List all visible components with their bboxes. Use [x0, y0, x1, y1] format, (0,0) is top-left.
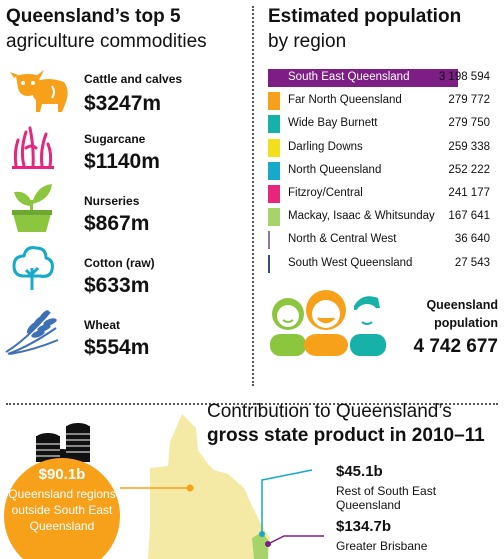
outside-seq-label-line3: Queensland — [29, 519, 95, 533]
region-row: North & Central West 36 640 — [268, 231, 494, 250]
commodity-value: $633m — [84, 274, 150, 297]
gsp-title-line1: Contribution to Queensland’s — [207, 401, 452, 422]
commodities-subtitle: agriculture commodities — [6, 31, 207, 52]
brisbane-label: Greater Brisbane — [336, 539, 428, 553]
region-name: South West Queensland — [288, 256, 413, 269]
region-color-swatch — [268, 208, 280, 227]
region-row: Darling Downs 259 338 — [268, 138, 494, 157]
brisbane-value: $134.7b — [336, 518, 392, 535]
section-divider — [6, 403, 498, 405]
region-row: Fitzroy/Central 241 177 — [268, 185, 494, 203]
region-color-swatch — [268, 185, 280, 203]
region-population: 241 177 — [448, 187, 490, 199]
commodity-name: Cattle and calves — [84, 72, 183, 86]
region-name: Mackay, Isaac & Whitsunday — [288, 210, 435, 223]
commodity-name: Wheat — [84, 318, 120, 332]
wheat-icon — [5, 310, 59, 355]
region-population: 36 640 — [454, 233, 490, 246]
region-population: 27 543 — [454, 256, 490, 269]
commodity-value: $3247m — [84, 92, 162, 115]
queensland-map — [148, 414, 270, 559]
gsp-title-line2: gross state product in 2010–11 — [207, 425, 485, 446]
region-name: South East Queensland — [288, 71, 410, 83]
commodity-value: $554m — [84, 336, 150, 359]
region-color-swatch — [268, 161, 280, 180]
outside-seq-value: $90.1b — [38, 466, 86, 483]
rest-seq-value: $45.1b — [336, 463, 383, 480]
region-row: South West Queensland 27 543 — [268, 254, 494, 273]
commodity-value: $1140m — [84, 150, 160, 173]
outside-seq-label-line1: Queensland regions — [8, 487, 116, 501]
region-color-swatch — [268, 254, 270, 273]
sugarcane-icon — [12, 126, 54, 169]
seq-region — [252, 532, 268, 559]
population-title: Estimated population — [268, 6, 462, 27]
qld-population-label-line1: Queensland — [426, 298, 498, 312]
commodity-name: Sugarcane — [84, 132, 146, 146]
people-icon — [270, 290, 386, 356]
region-population: 279 772 — [448, 94, 490, 107]
gsp-graphic — [4, 414, 324, 559]
commodity-value: $867m — [84, 212, 150, 235]
rest-seq-label: Rest of South East Queensland — [336, 484, 437, 512]
region-row: Mackay, Isaac & Whitsunday 167 641 — [268, 208, 494, 227]
region-color-swatch — [268, 69, 458, 87]
cotton-tree-icon — [12, 246, 54, 290]
column-divider — [252, 6, 254, 386]
region-name: Darling Downs — [288, 140, 363, 153]
qld-population-label-line2: population — [434, 316, 498, 330]
region-population: 279 750 — [448, 117, 490, 130]
commodity-name: Cotton (raw) — [84, 256, 155, 270]
region-color-swatch — [268, 138, 280, 157]
region-name: Far North Queensland — [288, 94, 402, 107]
qld-population-value: 4 742 677 — [413, 336, 498, 357]
region-color-swatch — [268, 231, 270, 250]
region-name: North Queensland — [288, 163, 382, 176]
region-row: South East Queensland 3 198 594 — [268, 69, 494, 87]
region-population: 252 222 — [448, 163, 490, 176]
region-population: 3 198 594 — [438, 71, 490, 83]
region-color-swatch — [268, 92, 280, 111]
cattle-icon — [10, 70, 68, 112]
region-row: Wide Bay Burnett 279 750 — [268, 115, 494, 134]
region-name: Wide Bay Burnett — [288, 117, 378, 130]
commodity-name: Nurseries — [84, 194, 140, 208]
region-population: 259 338 — [448, 140, 490, 153]
region-row: Far North Queensland 279 772 — [268, 92, 494, 111]
region-population: 167 641 — [448, 210, 490, 223]
region-row: North Queensland 252 222 — [268, 161, 494, 180]
nursery-plant-icon — [12, 184, 52, 232]
region-color-swatch — [268, 115, 280, 134]
outside-seq-label-line2: outside South East — [11, 503, 113, 517]
region-name: North & Central West — [288, 233, 397, 246]
outside-seq-circle — [4, 458, 120, 559]
commodities-title: Queensland’s top 5 — [6, 6, 181, 27]
population-subtitle: by region — [268, 31, 347, 52]
region-name: Fitzroy/Central — [288, 187, 363, 199]
